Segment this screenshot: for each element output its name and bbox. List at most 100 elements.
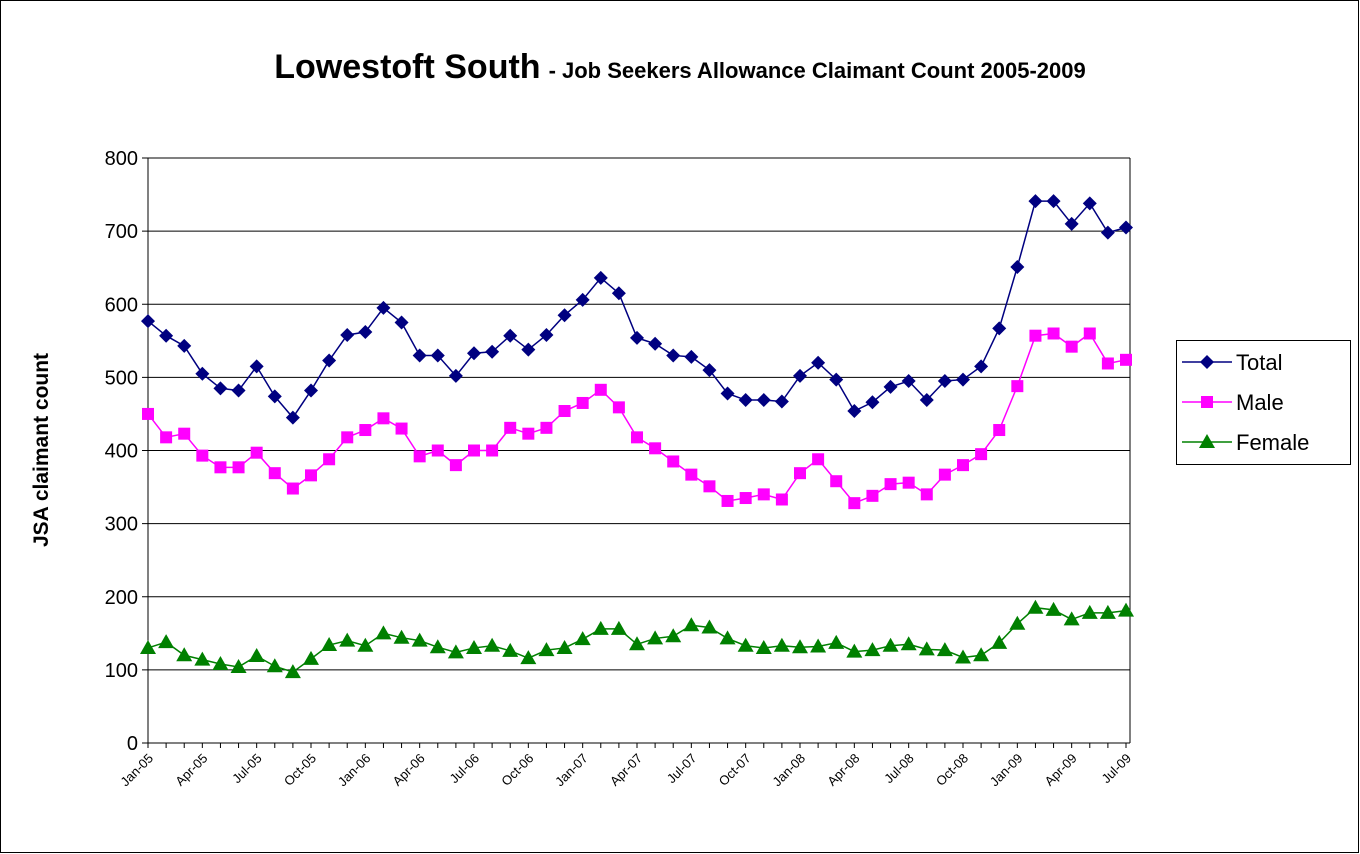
data-point bbox=[683, 617, 700, 632]
data-point bbox=[1119, 220, 1133, 235]
data-point bbox=[647, 630, 664, 645]
data-point bbox=[666, 348, 681, 363]
data-point bbox=[631, 431, 643, 444]
data-point bbox=[756, 393, 771, 408]
data-point bbox=[267, 389, 282, 404]
data-point bbox=[538, 642, 555, 657]
data-point bbox=[413, 450, 426, 463]
data-point bbox=[1047, 327, 1060, 340]
data-point bbox=[902, 476, 915, 489]
y-tick-label: 600 bbox=[105, 294, 138, 316]
data-point bbox=[467, 346, 481, 361]
data-point bbox=[1028, 194, 1043, 209]
data-point bbox=[936, 642, 953, 657]
y-tick-label: 500 bbox=[105, 367, 138, 389]
data-point bbox=[232, 461, 245, 474]
data-point bbox=[522, 427, 535, 440]
data-point bbox=[847, 404, 862, 419]
legend-label: Total bbox=[1236, 350, 1282, 375]
data-point bbox=[920, 488, 933, 501]
chart-title: Lowestoft South - Job Seekers Allowance C… bbox=[274, 48, 1085, 86]
data-point bbox=[937, 374, 952, 389]
data-point bbox=[394, 315, 409, 330]
data-point bbox=[304, 383, 318, 398]
data-point bbox=[993, 424, 1006, 437]
data-point bbox=[303, 650, 319, 665]
title: Lowestoft South bbox=[274, 48, 540, 86]
data-point bbox=[938, 468, 951, 481]
data-point bbox=[775, 493, 788, 506]
data-point bbox=[1065, 340, 1078, 353]
data-point bbox=[610, 620, 627, 635]
subtitle: - Job Seekers Allowance Claimant Count 2… bbox=[549, 58, 1086, 83]
data-point bbox=[649, 442, 662, 455]
data-point bbox=[918, 641, 935, 656]
data-point bbox=[1081, 604, 1098, 619]
data-point bbox=[540, 421, 553, 434]
data-point bbox=[812, 453, 825, 466]
data-point bbox=[448, 368, 463, 383]
data-point bbox=[340, 327, 355, 342]
data-point bbox=[557, 308, 572, 323]
data-point bbox=[611, 286, 626, 301]
data-point bbox=[395, 422, 408, 435]
data-point bbox=[828, 634, 845, 649]
data-point bbox=[485, 344, 500, 359]
data-point bbox=[1045, 601, 1062, 616]
data-point bbox=[719, 630, 736, 645]
data-point bbox=[484, 637, 501, 652]
data-point bbox=[1063, 611, 1080, 626]
data-point bbox=[1064, 216, 1079, 231]
data-point bbox=[665, 628, 682, 643]
data-point bbox=[739, 492, 752, 505]
data-point bbox=[357, 637, 374, 652]
data-point bbox=[737, 637, 754, 652]
data-point bbox=[214, 461, 227, 474]
data-point bbox=[721, 494, 734, 507]
data-point bbox=[375, 625, 392, 640]
data-point bbox=[447, 644, 464, 659]
data-point bbox=[866, 489, 879, 502]
data-point bbox=[793, 368, 807, 383]
data-point bbox=[466, 639, 482, 654]
legend-label: Male bbox=[1236, 390, 1284, 415]
data-point bbox=[738, 393, 753, 408]
data-point bbox=[773, 637, 790, 652]
data-point bbox=[196, 449, 209, 462]
data-point bbox=[286, 482, 299, 495]
data-point bbox=[755, 639, 772, 654]
y-tick-label: 700 bbox=[105, 221, 138, 243]
data-point bbox=[830, 475, 843, 488]
data-point bbox=[305, 469, 317, 482]
data-point bbox=[667, 455, 680, 468]
data-point bbox=[486, 444, 499, 457]
data-point bbox=[991, 634, 1008, 649]
data-point bbox=[757, 488, 770, 501]
data-point bbox=[521, 342, 536, 357]
data-point bbox=[376, 300, 391, 315]
data-point bbox=[558, 405, 571, 418]
data-point bbox=[701, 619, 718, 634]
data-point bbox=[900, 636, 917, 651]
data-point bbox=[176, 647, 193, 662]
data-point bbox=[268, 467, 281, 480]
y-tick-label: 100 bbox=[105, 660, 138, 682]
data-point bbox=[1118, 602, 1134, 617]
data-point bbox=[449, 459, 462, 472]
legend-marker bbox=[1199, 434, 1215, 448]
y-tick-label: 400 bbox=[105, 441, 138, 463]
data-point bbox=[648, 336, 663, 351]
data-point bbox=[230, 658, 247, 673]
data-point bbox=[630, 330, 644, 345]
data-point bbox=[393, 629, 410, 644]
data-point bbox=[1029, 329, 1042, 342]
data-point bbox=[846, 643, 863, 658]
data-point bbox=[883, 379, 898, 394]
data-point bbox=[574, 631, 591, 646]
data-point bbox=[504, 421, 517, 434]
data-point bbox=[629, 636, 645, 651]
data-point bbox=[612, 401, 625, 414]
data-point bbox=[1082, 196, 1097, 211]
legend-label: Female bbox=[1236, 430, 1309, 455]
